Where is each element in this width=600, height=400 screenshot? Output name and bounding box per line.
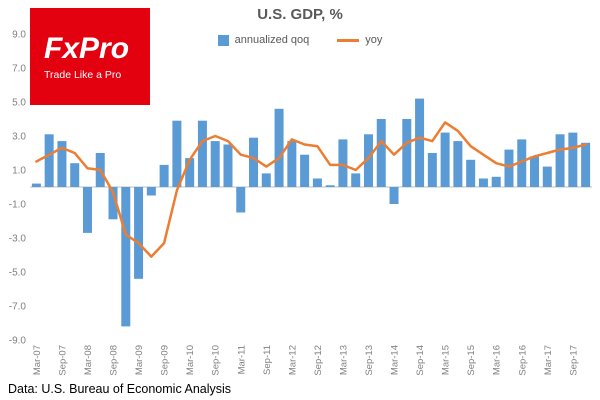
x-tick-label: Sep-15 [466,345,477,376]
qoq-bar [363,134,373,187]
legend-item-qoq: annualized qoq [217,34,310,46]
qoq-bar [440,132,450,187]
x-tick-label: Mar-10 [185,345,196,375]
y-tick-label: 1.0 [12,166,26,177]
y-tick-label: 5.0 [12,98,26,109]
y-tick-label: -5.0 [9,268,27,279]
source-caption: Data: U.S. Bureau of Economic Analysis [8,382,232,396]
fxpro-brand-text: FxPro [44,32,130,65]
qoq-bar [249,137,259,187]
y-tick-label: -1.0 [9,200,27,211]
legend-item-yoy: yoy [337,34,382,46]
qoq-bar [82,187,92,233]
qoq-bar [223,144,233,187]
x-tick-label: Mar-13 [338,345,349,375]
qoq-bar [146,187,156,196]
qoq-bar [568,132,578,187]
qoq-bar [466,159,476,187]
qoq-bar [338,139,348,187]
x-tick-label: Mar-12 [287,345,298,375]
qoq-bar [172,120,182,187]
qoq-bar [300,154,310,187]
qoq-bar [581,142,591,187]
qoq-bar [530,156,540,187]
qoq-bar [478,178,488,187]
qoq-bar [415,98,425,187]
chart-title: U.S. GDP, % [257,6,343,23]
qoq-bar [57,141,67,187]
fxpro-logo: FxPro Trade Like a Pro [30,8,150,105]
qoq-bar [542,166,552,187]
qoq-bar [121,187,131,327]
y-tick-label: -3.0 [9,234,27,245]
y-tick-label: -9.0 [9,336,27,347]
chart-legend: annualized qoq yoy [0,34,600,46]
x-tick-label: Mar-16 [492,345,503,375]
qoq-bar [197,120,207,187]
x-tick-label: Mar-09 [134,345,145,375]
y-tick-label: 3.0 [12,132,26,143]
qoq-bar [376,119,386,187]
qoq-bar [236,187,246,213]
qoq-bar [453,141,463,187]
qoq-bar [44,134,54,187]
yoy-line [35,121,587,258]
qoq-bar [312,178,322,187]
yoy-line-swatch-icon [337,38,360,42]
legend-label-yoy: yoy [365,34,383,46]
qoq-bar [210,141,220,187]
x-tick-label: Mar-08 [83,345,94,375]
qoq-bar [491,176,501,187]
x-tick-label: Sep-16 [517,345,528,376]
qoq-bar [261,173,271,187]
qoq-bar [351,173,361,187]
qoq-bar [325,185,335,187]
qoq-bar [134,187,144,279]
x-tick-label: Sep-17 [568,345,579,376]
qoq-bar [159,164,169,187]
y-tick-label: -7.0 [9,302,27,313]
chart-plot-area: 9.0 7.0 5.0 3.0 1.0 -1.0 -3.0 -5.0 -7.0 -9.0 Mar-0… [9,30,592,376]
x-tick-label: Mar-14 [390,345,401,375]
qoq-bar [31,183,41,187]
x-tick-label: Mar-15 [441,345,452,375]
qoq-bar [427,153,437,187]
x-tick-label: Sep-09 [160,345,171,376]
y-tick-label: 9.0 [12,30,26,41]
qoq-bar [402,119,412,187]
x-tick-label: Sep-11 [262,345,273,375]
x-tick-label: Sep-12 [313,345,324,376]
qoq-bar [185,158,195,187]
qoq-bar [555,134,565,187]
qoq-bar [389,187,399,204]
x-tick-label: Mar-17 [543,345,554,375]
qoq-bar [108,187,118,220]
x-tick-label: Sep-10 [211,345,222,376]
fxpro-tagline: Trade Like a Pro [44,69,122,81]
x-tick-label: Sep-13 [364,345,375,376]
x-tick-label: Sep-08 [109,345,120,376]
qoq-bar [70,163,80,187]
qoq-bar [287,141,297,187]
qoq-bar [274,108,284,187]
qoq-bar-swatch-icon [217,34,229,46]
x-tick-label: Sep-07 [57,345,68,376]
x-tick-label: Sep-14 [415,345,426,376]
legend-label-qoq: annualized qoq [234,34,310,46]
qoq-bar [517,139,527,187]
y-tick-label: 7.0 [12,64,26,75]
qoq-bar [504,149,514,187]
x-tick-label: Mar-11 [236,345,247,374]
x-tick-label: Mar-07 [32,345,43,375]
